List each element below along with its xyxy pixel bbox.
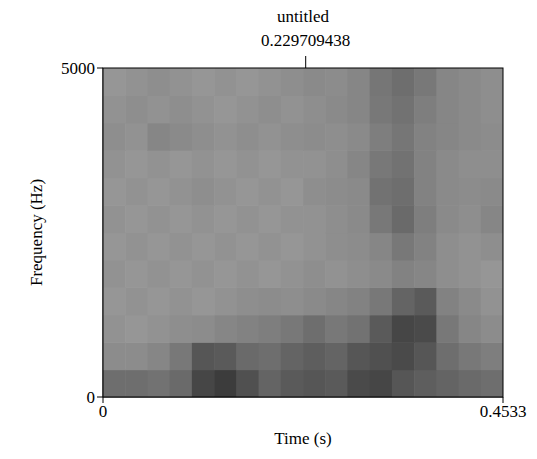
svg-text:0.229709438: 0.229709438 xyxy=(261,31,350,50)
svg-text:untitled: untitled xyxy=(277,7,329,26)
svg-text:Frequency (Hz): Frequency (Hz) xyxy=(27,179,46,286)
svg-text:0: 0 xyxy=(87,388,96,407)
svg-text:0: 0 xyxy=(99,402,108,421)
svg-text:5000: 5000 xyxy=(61,59,95,78)
svg-text:0.4533: 0.4533 xyxy=(480,402,527,421)
svg-text:Time (s): Time (s) xyxy=(274,429,331,448)
